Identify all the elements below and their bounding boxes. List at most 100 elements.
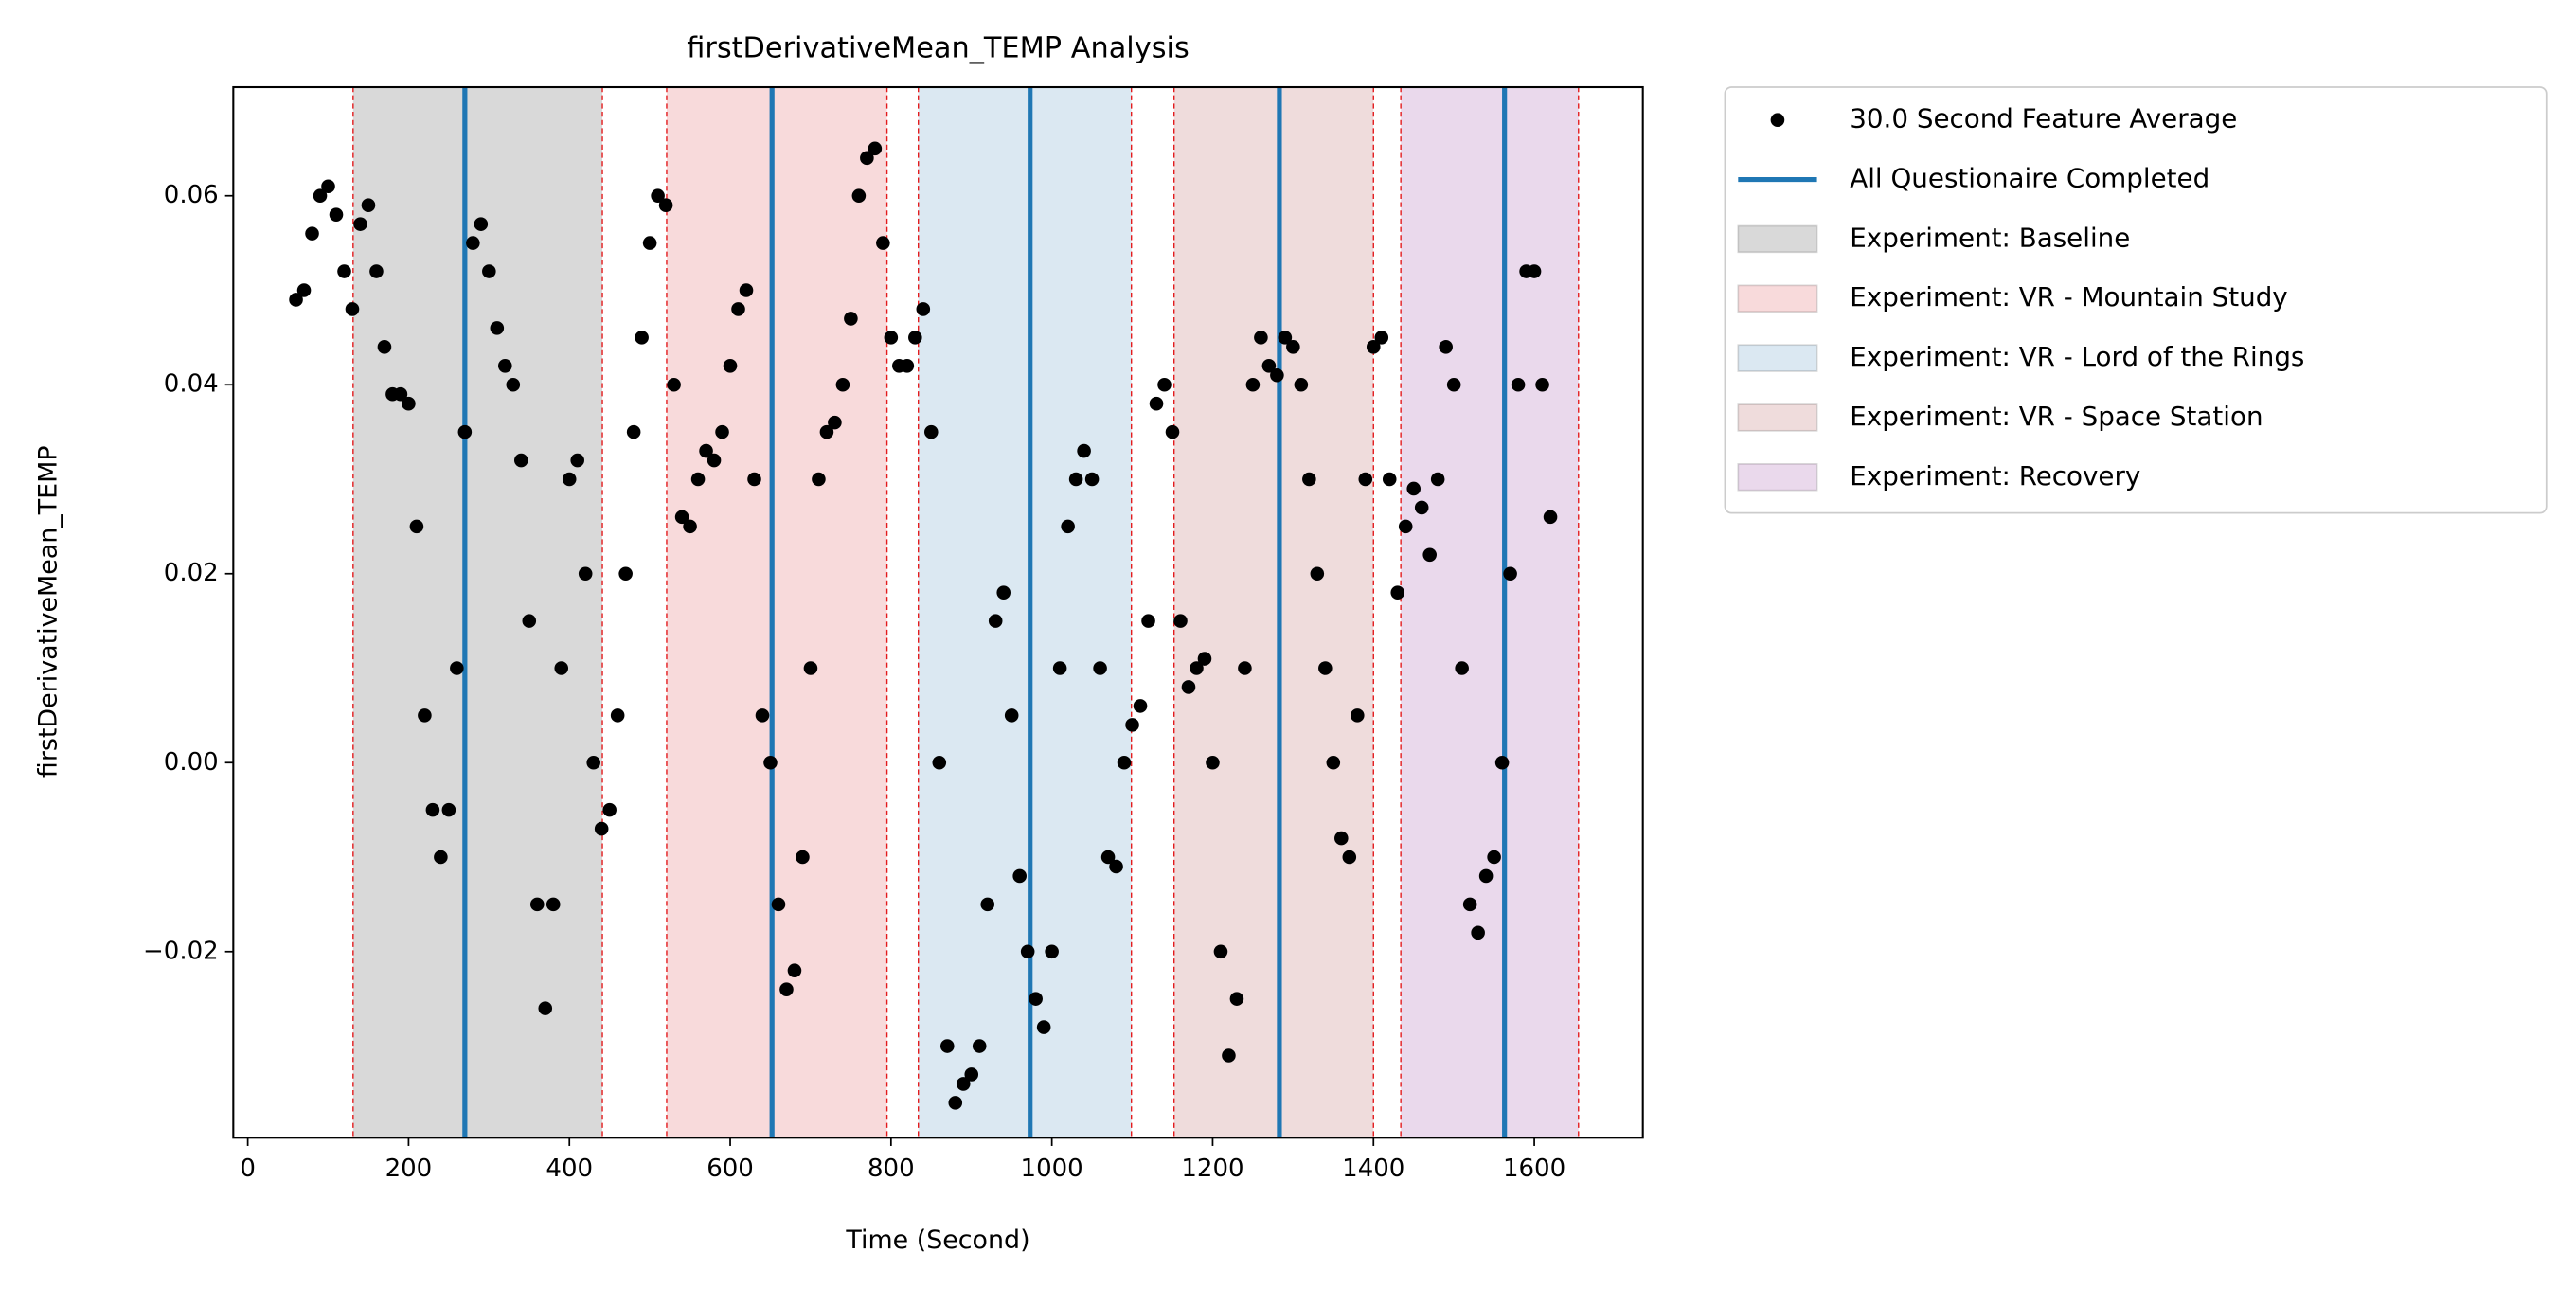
- data-point: [851, 188, 867, 204]
- data-point: [1133, 699, 1148, 713]
- data-point: [1270, 367, 1284, 383]
- data-point: [1511, 377, 1526, 392]
- data-point: [1100, 850, 1116, 865]
- legend-label: All Questionaire Completed: [1850, 163, 2209, 194]
- data-point: [1439, 340, 1453, 354]
- data-point: [731, 302, 745, 316]
- data-point: [1446, 377, 1461, 392]
- data-point: [498, 358, 512, 373]
- data-point: [956, 1077, 971, 1091]
- data-point: [683, 519, 697, 534]
- data-point: [924, 424, 939, 439]
- x-axis-label: Time (Second): [845, 1226, 1029, 1255]
- data-point: [771, 897, 786, 912]
- data-point: [1302, 472, 1316, 487]
- data-point: [779, 982, 794, 996]
- data-point: [635, 331, 649, 345]
- data-point: [1382, 472, 1397, 487]
- data-point: [345, 302, 360, 316]
- data-point: [972, 1039, 987, 1053]
- data-point: [425, 802, 440, 817]
- data-point: [835, 377, 850, 392]
- data-point: [353, 217, 367, 231]
- data-point: [939, 1039, 955, 1053]
- data-point: [1487, 850, 1501, 865]
- data-point: [466, 236, 480, 250]
- data-point: [321, 179, 335, 194]
- data-point: [803, 661, 818, 675]
- data-point: [699, 443, 713, 458]
- data-point: [1398, 519, 1413, 534]
- data-point: [908, 331, 922, 345]
- data-point: [546, 897, 561, 912]
- x-tick-label: 1400: [1342, 1155, 1404, 1183]
- data-point: [369, 264, 384, 278]
- data-point: [900, 358, 915, 373]
- legend-label: Experiment: Recovery: [1850, 460, 2140, 492]
- data-point: [884, 331, 899, 345]
- data-point: [1350, 708, 1365, 723]
- data-point: [1471, 925, 1485, 940]
- data-point: [1366, 340, 1381, 354]
- data-point: [674, 510, 689, 525]
- data-point: [1206, 755, 1220, 770]
- data-point: [1149, 396, 1164, 411]
- legend: 30.0 Second Feature Average All Questiona…: [1724, 86, 2548, 514]
- data-point: [506, 377, 521, 392]
- data-point: [1052, 661, 1067, 675]
- data-point: [1414, 500, 1429, 515]
- data-point: [618, 566, 633, 582]
- data-point: [305, 226, 319, 241]
- data-point: [988, 614, 1003, 628]
- legend-swatch: [1737, 224, 1818, 254]
- data-point: [1310, 566, 1325, 582]
- data-point: [755, 708, 770, 723]
- data-point: [1238, 661, 1252, 675]
- data-point: [594, 821, 609, 836]
- y-tick-label: −0.02: [143, 937, 219, 965]
- experiment-span: [352, 87, 603, 1138]
- data-point: [1061, 519, 1075, 534]
- data-point: [409, 519, 424, 534]
- data-point: [1261, 358, 1277, 373]
- data-point: [1245, 377, 1261, 392]
- data-point: [980, 897, 995, 912]
- data-point: [1318, 661, 1333, 675]
- data-point: [1125, 718, 1139, 732]
- data-point: [602, 802, 617, 817]
- data-point: [578, 566, 593, 582]
- data-point: [1462, 897, 1477, 912]
- y-tick-label: 0.04: [164, 370, 219, 399]
- data-point: [513, 453, 528, 468]
- data-point: [1213, 944, 1228, 959]
- x-tick-label: 1000: [1021, 1155, 1083, 1183]
- data-point: [1342, 850, 1357, 865]
- data-point: [658, 198, 673, 212]
- legend-label: Experiment: Baseline: [1850, 222, 2130, 253]
- data-point: [690, 472, 706, 487]
- data-point: [1157, 377, 1172, 392]
- data-point: [1494, 755, 1510, 770]
- data-point: [1068, 472, 1083, 487]
- data-point: [1527, 264, 1542, 278]
- legend-marker: [1770, 113, 1785, 128]
- data-point: [1535, 377, 1549, 392]
- data-point: [554, 661, 569, 675]
- data-point: [763, 755, 778, 770]
- data-point: [1117, 755, 1132, 770]
- data-point: [1278, 331, 1293, 345]
- data-point: [707, 453, 722, 468]
- data-point: [715, 424, 729, 439]
- data-point: [828, 415, 842, 430]
- plot-area: [289, 87, 1580, 1138]
- data-point: [1165, 424, 1180, 439]
- y-tick-label: 0.06: [164, 181, 219, 209]
- data-point: [377, 340, 392, 354]
- legend-label: 30.0 Second Feature Average: [1850, 103, 2237, 134]
- data-point: [450, 661, 464, 675]
- data-point: [329, 207, 344, 222]
- data-point: [860, 151, 874, 166]
- data-point: [651, 188, 665, 204]
- data-point: [1478, 868, 1494, 884]
- data-point: [570, 453, 585, 468]
